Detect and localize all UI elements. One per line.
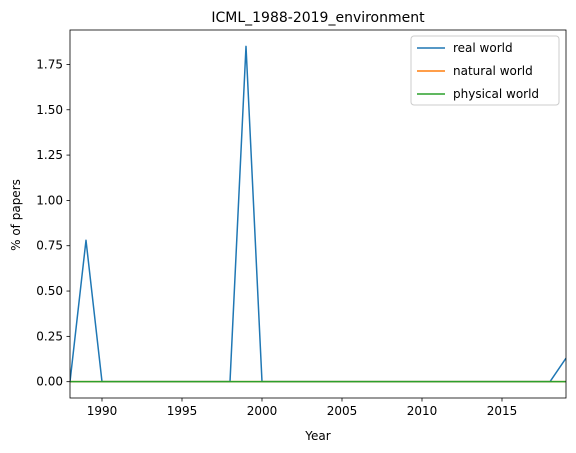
y-tick-label: 1.00 [36, 193, 63, 207]
plot-area [69, 29, 567, 399]
series-layer [70, 45, 566, 383]
x-tick-label: 1995 [167, 404, 198, 418]
legend-label: physical world [453, 87, 539, 101]
x-tick-label: 2010 [407, 404, 438, 418]
y-tick-label: 0.25 [36, 329, 63, 343]
y-tick-label: 1.75 [36, 57, 63, 71]
x-axis-label: Year [304, 429, 330, 443]
legend-label: real world [453, 41, 513, 55]
x-tick-label: 2005 [327, 404, 358, 418]
chart-title: ICML_1988-2019_environment [211, 10, 425, 26]
legend: real world natural world physical world [410, 35, 560, 106]
y-tick-label: 1.50 [36, 103, 63, 117]
axes-frame [69, 29, 567, 399]
y-tick-label: 0.00 [36, 375, 63, 389]
y-tick-label: 1.25 [36, 148, 63, 162]
y-axis: 0.00 0.25 0.50 0.75 1.00 1.25 1.50 1.75 [36, 57, 70, 389]
x-axis: 1990 1995 2000 2005 2010 2015 [87, 398, 518, 418]
y-tick-label: 0.50 [36, 284, 63, 298]
y-tick-label: 0.75 [36, 239, 63, 253]
y-axis-label: % of papers [9, 179, 23, 251]
x-tick-label: 2015 [487, 404, 518, 418]
legend-label: natural world [453, 64, 533, 78]
x-tick-label: 1990 [87, 404, 118, 418]
legend-box [410, 35, 560, 106]
x-tick-label: 2000 [247, 404, 278, 418]
